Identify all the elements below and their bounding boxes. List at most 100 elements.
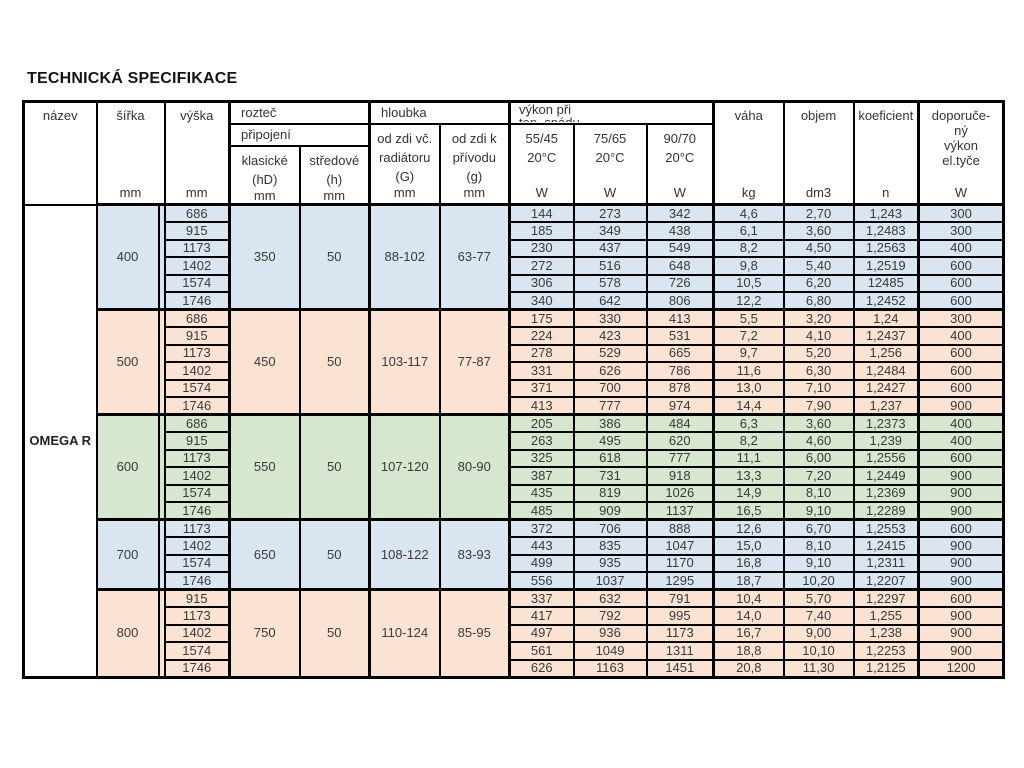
cell-w7565: 386	[572, 413, 648, 433]
cell-w7565: 632	[572, 588, 648, 608]
header-t5545: 55/45 20°C W	[508, 122, 575, 206]
cell-w7565: 706	[572, 518, 648, 538]
cell-w5545: 175	[508, 308, 575, 328]
cell-doporuceny: 900	[917, 501, 1005, 521]
cell-objem: 9,10	[782, 553, 855, 573]
cell-vyska: 686	[163, 308, 231, 328]
unit-mm: mm	[323, 187, 346, 203]
cell-w5545: 485	[508, 501, 575, 521]
cell-objem: 5,20	[782, 343, 855, 363]
width-spacer	[157, 518, 166, 591]
table-row: 1574 306 578 726 10,5 6,20 12485 600	[24, 273, 1005, 293]
cell-vaha: 8,2	[712, 431, 785, 451]
cell-w9070: 531	[645, 326, 715, 346]
cell-doporuceny: 900	[917, 466, 1005, 486]
cell-vaha: 12,2	[712, 291, 785, 311]
table-row: 1402 272 516 648 9,8 5,40 1,2519 600	[24, 256, 1005, 276]
cell-w9070: 1295	[645, 571, 715, 591]
cell-klasicke: 450	[228, 308, 301, 416]
cell-vyska: 915	[163, 326, 231, 346]
cell-vyska: 1574	[163, 273, 231, 293]
cell-w7565: 516	[572, 256, 648, 276]
table-row: 1402 387 731 918 13,3 7,20 1,2449 900	[24, 466, 1005, 486]
cell-vaha: 9,7	[712, 343, 785, 363]
table-row: 600 686 550 50 107-120 80-90 205 386 484 6,3 3,60 1…	[24, 413, 1005, 521]
cell-w5545: 443	[508, 536, 575, 556]
cell-klasicke: 650	[228, 518, 301, 591]
cell-vyska: 1173	[163, 238, 231, 258]
cell-w9070: 1451	[645, 658, 715, 678]
table-row: 1173 230 437 549 8,2 4,50 1,2563 400	[24, 238, 1005, 258]
cell-objem: 2,70	[782, 203, 855, 223]
header-vaha: váha kg	[712, 100, 785, 206]
cell-koeficient: 1,2415	[852, 536, 920, 556]
cell-objem: 10,20	[782, 571, 855, 591]
cell-od-zdi-k: 83-93	[438, 518, 511, 591]
cell-objem: 7,10	[782, 378, 855, 398]
table-row: 915 263 495 620 8,2 4,60 1,239 400	[24, 431, 1005, 451]
cell-vaha: 12,6	[712, 518, 785, 538]
table-row: 1746 340 642 806 12,2 6,80 1,2452 600	[24, 291, 1005, 311]
cell-w5545: 306	[508, 273, 575, 293]
cell-w9070: 777	[645, 448, 715, 468]
cell-koeficient: 1,2553	[852, 518, 920, 538]
cell-vaha: 4,6	[712, 203, 785, 223]
unit-kg: kg	[741, 184, 756, 200]
unit-w: W	[673, 184, 686, 200]
cell-koeficient: 1,2125	[852, 658, 920, 678]
cell-koeficient: 1,2373	[852, 413, 920, 433]
cell-w9070: 413	[645, 308, 715, 328]
cell-vaha: 16,5	[712, 501, 785, 521]
cell-objem: 6,30	[782, 361, 855, 381]
cell-doporuceny: 1200	[917, 658, 1005, 678]
cell-doporuceny: 400	[917, 413, 1005, 433]
cell-od-zdi-k: 80-90	[438, 413, 511, 521]
cell-koeficient: 1,237	[852, 396, 920, 416]
cell-objem: 4,60	[782, 431, 855, 451]
header-vykon: výkon při tep. spádu	[508, 100, 715, 125]
cell-w9070: 342	[645, 203, 715, 223]
cell-doporuceny: 300	[917, 203, 1005, 223]
cell-doporuceny: 900	[917, 641, 1005, 661]
table-row: 1574 371 700 878 13,0 7,10 1,2427 600	[24, 378, 1005, 398]
cell-sirka: 500	[95, 308, 160, 416]
cell-objem: 5,70	[782, 588, 855, 608]
cell-od-zdi-vc: 88-102	[368, 203, 441, 311]
cell-koeficient: 1,239	[852, 431, 920, 451]
cell-vaha: 6,1	[712, 221, 785, 241]
table-row: 915 185 349 438 6,1 3,60 1,2483 300	[24, 221, 1005, 241]
cell-koeficient: 1,243	[852, 203, 920, 223]
cell-od-zdi-k: 85-95	[438, 588, 511, 678]
cell-vyska: 1574	[163, 553, 231, 573]
cell-doporuceny: 600	[917, 343, 1005, 363]
table-row: OMEGA R 400 686 350 50 88-102 63-77 144 273 342 4,…	[22, 203, 1005, 678]
cell-vyska: 1173	[163, 343, 231, 363]
cell-doporuceny: 600	[917, 291, 1005, 311]
table-row: 1574 435 819 1026 14,9 8,10 1,2369 900	[24, 483, 1005, 503]
header-row-3: klasické (hD) mm středové (h) mm	[24, 144, 1004, 206]
cell-koeficient: 12485	[852, 273, 920, 293]
cell-w5545: 340	[508, 291, 575, 311]
cell-vaha: 13,0	[712, 378, 785, 398]
cell-sirka: 400	[95, 203, 160, 311]
unit-mm: mm	[253, 187, 276, 203]
cell-stredove: 50	[298, 588, 371, 678]
cell-koeficient: 1,2452	[852, 291, 920, 311]
cell-w7565: 330	[572, 308, 648, 328]
cell-objem: 4,50	[782, 238, 855, 258]
cell-vaha: 20,8	[712, 658, 785, 678]
cell-objem: 3,60	[782, 413, 855, 433]
header-od-zdi-k: od zdi k přívodu (g) mm	[438, 122, 511, 206]
cell-doporuceny: 900	[917, 623, 1005, 643]
cell-vaha: 6,3	[712, 413, 785, 433]
cell-objem: 6,20	[782, 273, 855, 293]
header-row-1: název šířka mm výška mm rozteč hloubka v…	[22, 100, 1005, 206]
table-row: 1746 556 1037 1295 18,7 10,20 1,2207 900	[24, 571, 1005, 591]
cell-w9070: 1173	[645, 623, 715, 643]
cell-koeficient: 1,2484	[852, 361, 920, 381]
header-pripojeni: připojení	[228, 122, 371, 147]
table-row: 500 686 450 50 103-117 77-87 175 330 413 5,5 3,20 1…	[24, 308, 1005, 416]
table-row: 1746 626 1163 1451 20,8 11,30 1,2125 1200	[24, 658, 1005, 678]
cell-vaha: 13,3	[712, 466, 785, 486]
cell-vyska: 1402	[163, 466, 231, 486]
